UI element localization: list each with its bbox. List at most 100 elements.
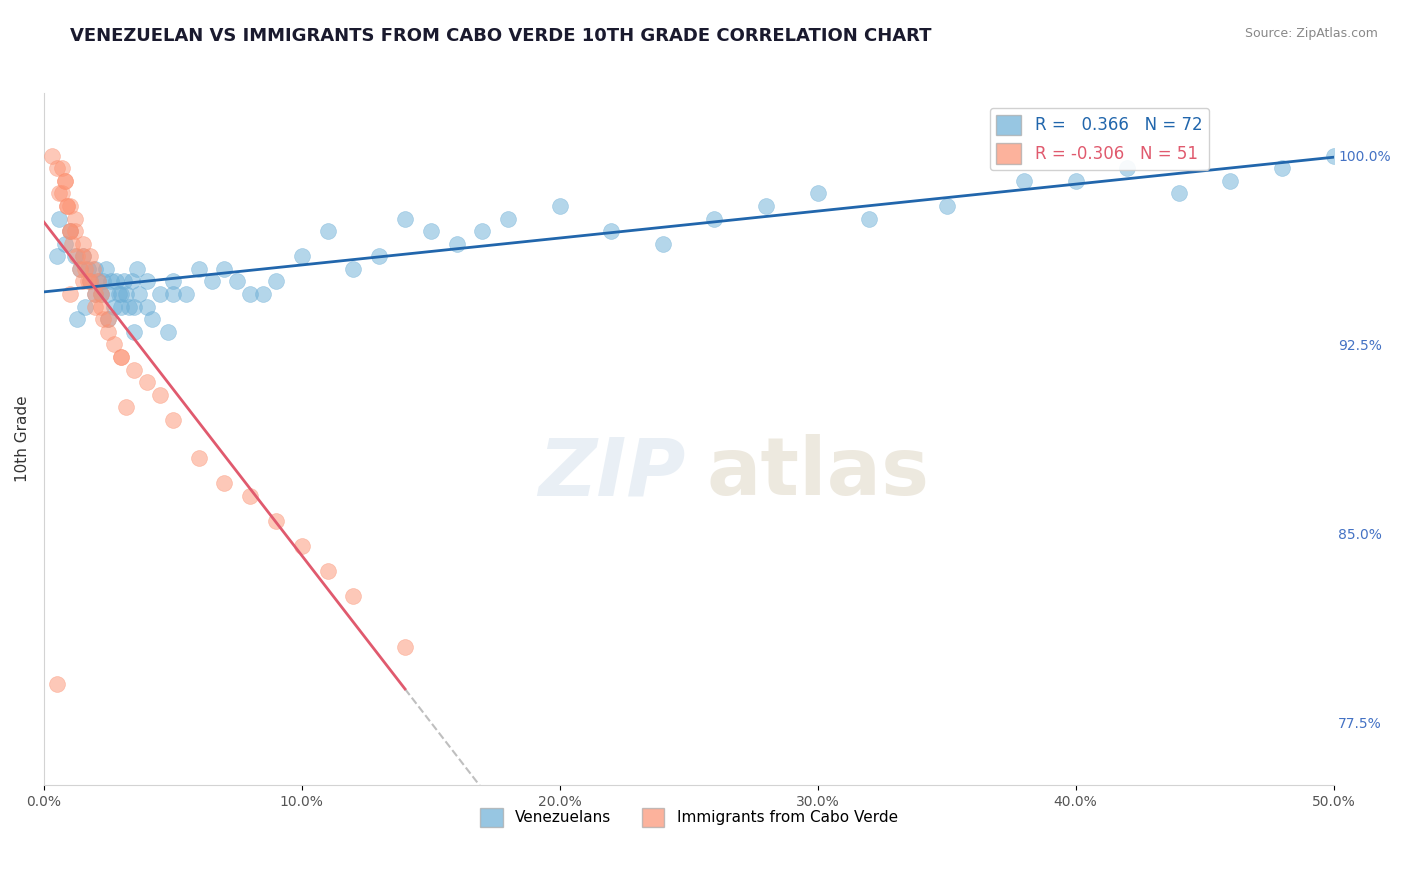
Point (342, 261, 364, 276)
Point (807, 186, 830, 201)
Point (162, 287, 184, 301)
Point (252, 287, 274, 301)
Point (87, 275, 110, 289)
Point (651, 236, 673, 251)
Point (264, 275, 287, 289)
Legend: Venezuelans, Immigrants from Cabo Verde: Venezuelans, Immigrants from Cabo Verde (474, 802, 904, 833)
Point (1271, 161, 1294, 176)
Point (72, 249, 94, 263)
Point (41, 148, 63, 162)
Point (79, 249, 101, 263)
Point (72, 275, 94, 289)
Point (45, 677, 67, 691)
Point (84, 287, 107, 301)
Point (316, 224, 339, 238)
Point (75, 300, 97, 314)
Point (1116, 161, 1139, 176)
Point (76, 275, 98, 289)
Point (548, 199, 571, 213)
Point (394, 211, 416, 226)
Point (76, 261, 98, 276)
Point (63, 211, 86, 226)
Point (125, 261, 148, 276)
Point (1219, 174, 1241, 188)
Point (59, 224, 82, 238)
Point (122, 362, 145, 376)
Text: Source: ZipAtlas.com: Source: ZipAtlas.com (1244, 27, 1378, 40)
Point (316, 564, 339, 578)
Point (53, 174, 76, 188)
Point (174, 287, 197, 301)
Point (149, 287, 172, 301)
Point (59, 287, 82, 301)
Point (105, 275, 128, 289)
Point (87, 275, 110, 289)
Point (66, 249, 89, 263)
Point (122, 325, 145, 339)
Point (128, 287, 150, 301)
Point (103, 300, 125, 314)
Point (419, 224, 441, 238)
Point (53, 174, 76, 188)
Point (110, 287, 132, 301)
Point (107, 287, 129, 301)
Point (103, 337, 125, 351)
Point (51, 161, 73, 176)
Point (97, 325, 120, 339)
Point (66, 312, 89, 326)
Point (48, 186, 70, 201)
Point (755, 199, 778, 213)
Point (69, 261, 91, 276)
Point (187, 261, 209, 276)
Point (226, 275, 249, 289)
Point (136, 300, 159, 314)
Point (858, 211, 880, 226)
Point (91, 275, 114, 289)
Point (1167, 186, 1189, 201)
Point (45, 161, 67, 176)
Point (84, 300, 107, 314)
Point (82, 261, 104, 276)
Point (239, 287, 262, 301)
Point (162, 413, 184, 427)
Point (100, 275, 122, 289)
Point (291, 249, 314, 263)
Point (446, 236, 468, 251)
Point (342, 589, 364, 603)
Point (97, 312, 120, 326)
Point (1012, 174, 1035, 188)
Point (63, 224, 86, 238)
Y-axis label: 10th Grade: 10th Grade (15, 395, 30, 483)
Point (136, 275, 159, 289)
Point (84, 261, 107, 276)
Point (122, 300, 145, 314)
Point (703, 211, 725, 226)
Point (200, 275, 222, 289)
Point (97, 312, 120, 326)
Text: atlas: atlas (706, 434, 929, 513)
Point (90, 287, 112, 301)
Point (1322, 148, 1344, 162)
Point (59, 224, 82, 238)
Text: ZIP: ZIP (537, 434, 685, 513)
Point (56, 199, 79, 213)
Point (935, 199, 957, 213)
Point (110, 300, 132, 314)
Point (110, 350, 132, 364)
Point (84, 287, 107, 301)
Point (97, 287, 120, 301)
Point (394, 640, 416, 654)
Point (121, 275, 143, 289)
Point (600, 224, 623, 238)
Point (91, 312, 114, 326)
Point (214, 475, 236, 490)
Point (264, 514, 287, 528)
Point (239, 488, 262, 502)
Point (59, 199, 82, 213)
Point (72, 249, 94, 263)
Point (79, 275, 101, 289)
Point (1064, 174, 1087, 188)
Point (75, 261, 97, 276)
Point (118, 300, 141, 314)
Point (141, 312, 163, 326)
